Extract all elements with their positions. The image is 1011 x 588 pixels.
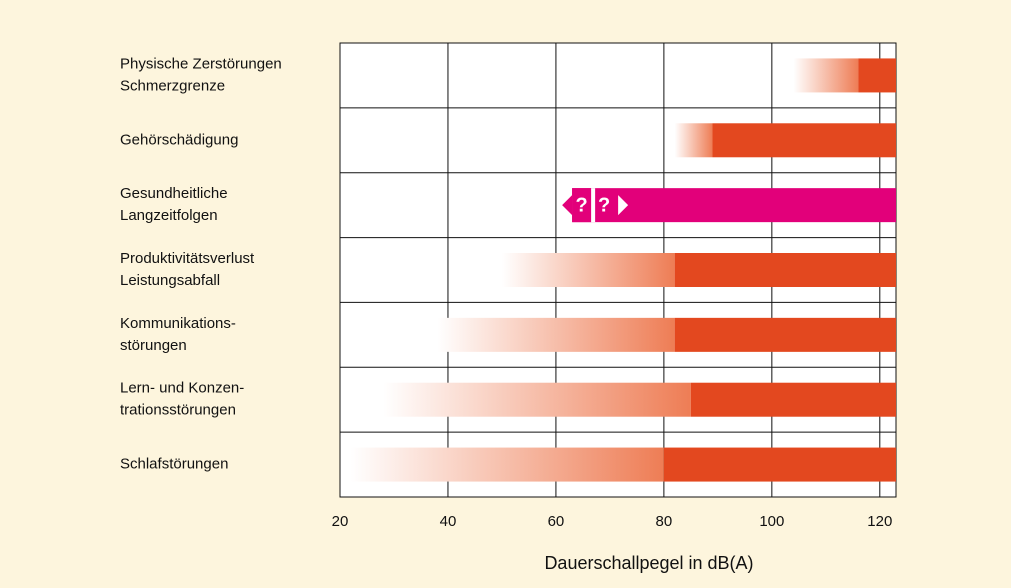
category-label: Gesundheitliche — [120, 185, 228, 202]
x-tick-label: 40 — [440, 513, 457, 530]
category-label: störungen — [120, 337, 187, 354]
bar — [690, 382, 896, 417]
annotation-box — [572, 188, 592, 223]
x-tick-label: 80 — [656, 513, 673, 530]
annotation: ? — [598, 194, 610, 216]
x-tick-label: 20 — [332, 513, 349, 530]
bar-fade — [674, 123, 713, 158]
bar — [674, 317, 896, 352]
bar — [858, 58, 896, 93]
bar — [674, 253, 896, 287]
arrow-right — [618, 195, 629, 216]
bar-fade — [437, 317, 675, 352]
bar-fade — [793, 58, 859, 93]
category-label: Leistungsabfall — [120, 272, 220, 289]
arrow-left — [562, 195, 573, 216]
bar — [663, 447, 896, 482]
category-label: trationsstörungen — [120, 402, 236, 419]
category-label: Langzeitfolgen — [120, 207, 218, 224]
category-label: Lern- und Konzen- — [120, 380, 244, 397]
bar-fade — [501, 253, 675, 287]
category-label: Schmerzgrenze — [120, 77, 225, 94]
x-axis-label: Dauerschallpegel in dB(A) — [544, 553, 753, 573]
bar — [712, 123, 896, 158]
x-tick-label: 60 — [548, 513, 565, 530]
category-label: Schlafstörungen — [120, 456, 228, 473]
x-tick-label: 100 — [759, 513, 784, 530]
category-label: Gehörschädigung — [120, 131, 238, 148]
category-label: Physische Zerstörungen — [120, 55, 282, 72]
bar-fade — [350, 447, 664, 482]
annotation: ? — [576, 194, 588, 216]
annotation-gap — [591, 188, 596, 223]
category-label: Kommunikations- — [120, 315, 236, 332]
x-tick-label: 120 — [867, 513, 892, 530]
bar-fade — [383, 382, 691, 417]
category-label: Produktivitätsverlust — [120, 250, 255, 267]
